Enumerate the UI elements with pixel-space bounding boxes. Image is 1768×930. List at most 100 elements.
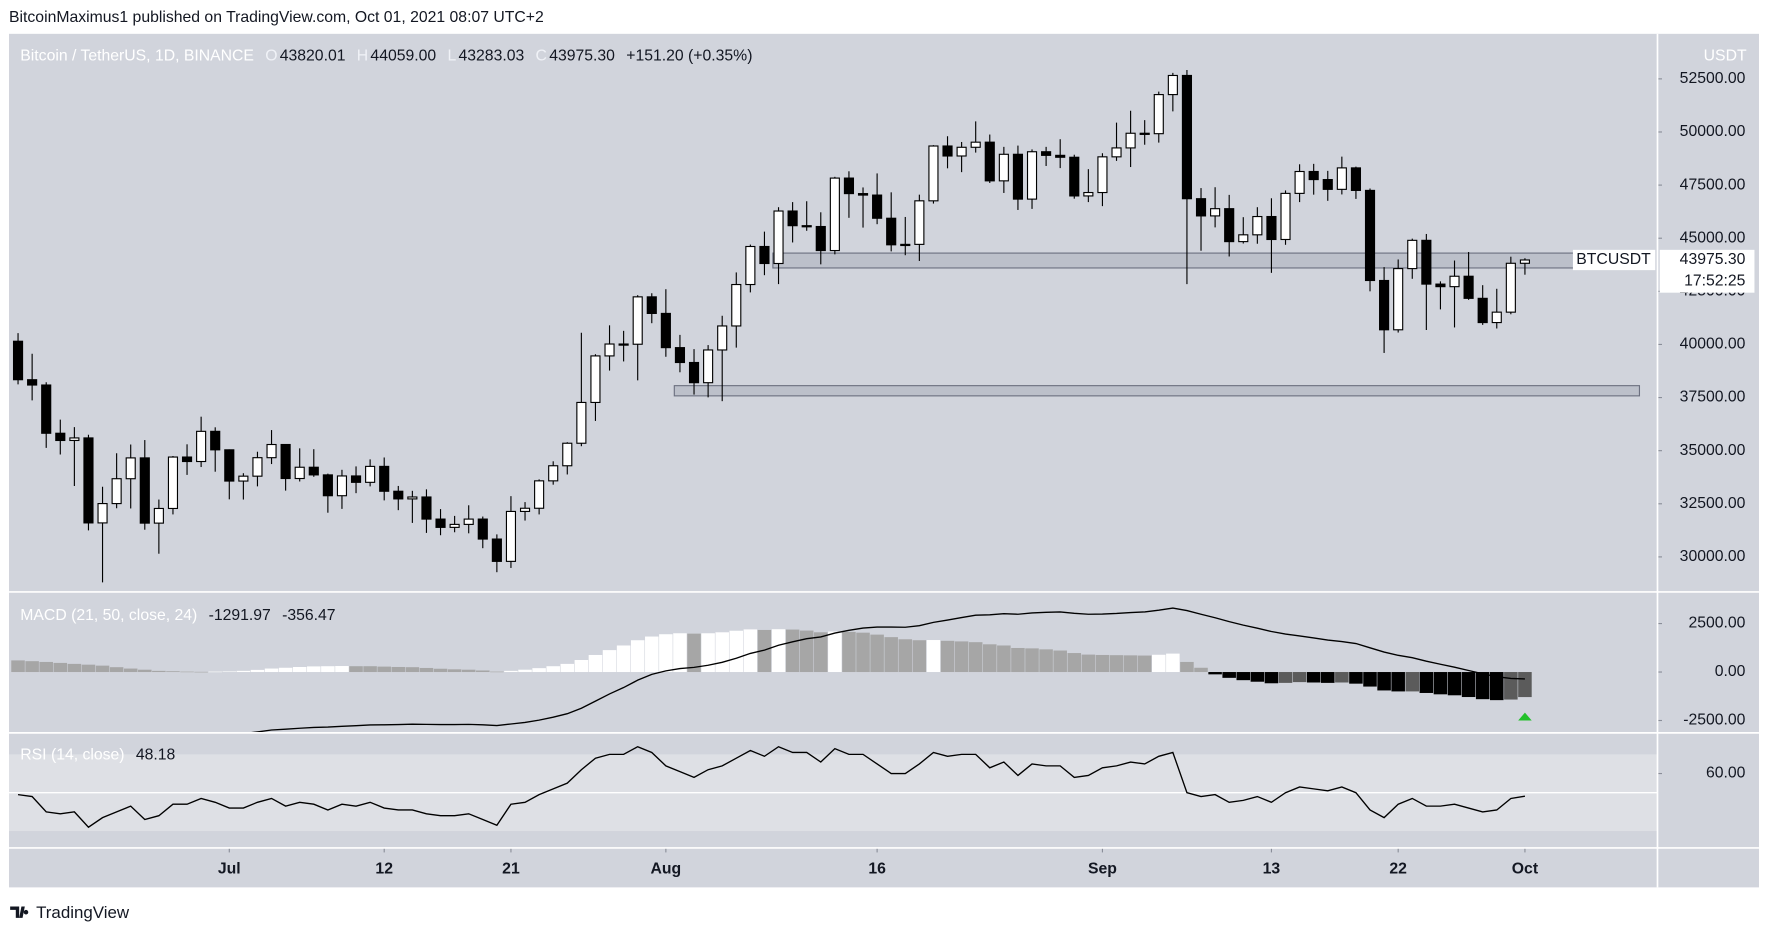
candle-body (210, 430, 221, 451)
candle-body (196, 430, 207, 463)
candle-body (787, 210, 798, 227)
candle-body (280, 443, 291, 480)
x-tick-label: Jul (218, 861, 241, 878)
candle-body (829, 177, 840, 252)
macd-histogram-bar (954, 641, 969, 673)
macd-histogram-bar (1419, 672, 1434, 693)
macd-histogram-bar (828, 631, 842, 673)
candle-body (41, 384, 52, 434)
candle-body (322, 474, 333, 497)
macd-histogram-bar (884, 637, 898, 673)
macd-histogram-bar (1264, 672, 1279, 684)
candle-body (801, 225, 812, 228)
candle-body (998, 153, 1009, 182)
candle-body (167, 456, 179, 510)
macd-histogram-bar (701, 633, 715, 673)
macd-histogram-bar (95, 665, 110, 673)
candle-body (1336, 167, 1347, 190)
candle-body (618, 343, 629, 346)
candle-body (942, 145, 953, 157)
macd-histogram-bar (983, 644, 997, 673)
y-tick-label: 37500.00 (1680, 389, 1746, 406)
candle-body (1238, 234, 1249, 243)
macd-histogram-bar (1081, 654, 1096, 673)
macd-histogram-bar (278, 667, 293, 673)
macd-histogram-bar (1504, 672, 1518, 700)
candle-body (83, 437, 94, 524)
candle-body (857, 193, 869, 196)
macd-histogram-bar (405, 667, 420, 673)
x-tick-label: 16 (868, 861, 886, 878)
chart-background (9, 33, 1759, 888)
candle-body (759, 245, 770, 265)
candle-body (914, 200, 925, 245)
candle-body (1195, 198, 1207, 217)
candle-body (1491, 311, 1502, 324)
candle-body (646, 296, 657, 314)
candle-body (97, 503, 108, 524)
macd-histogram-bar (292, 666, 307, 673)
candle-body (379, 465, 390, 492)
macd-histogram-bar (476, 670, 490, 673)
macd-histogram-bar (335, 666, 349, 673)
macd-histogram-bar (1335, 672, 1349, 683)
macd-histogram-bar (616, 645, 631, 673)
candle-body (688, 361, 700, 384)
macd-histogram-bar (560, 663, 575, 673)
x-tick-label: Aug (651, 861, 682, 878)
y-tick-label: 2500.00 (1688, 615, 1745, 632)
macd-histogram-bar (729, 630, 744, 673)
candle-body (1041, 151, 1052, 156)
macd-histogram-bar (743, 629, 758, 673)
macd-histogram-bar (349, 666, 363, 673)
candle-body (12, 340, 24, 381)
x-tick-label: 13 (1263, 861, 1281, 878)
candle-body (224, 449, 235, 482)
legend-value: 44059.00 (370, 48, 436, 65)
candle-body (1350, 167, 1362, 191)
macd-histogram-bar (898, 639, 913, 673)
candle-body (1153, 94, 1164, 135)
macd-histogram-bar (814, 632, 828, 673)
macd-histogram-bar (968, 642, 983, 673)
candle-body (843, 177, 855, 195)
legend-change: +151.20 (+0.35%) (626, 48, 752, 65)
candle-body (1322, 179, 1333, 190)
macd-histogram-bar (250, 669, 265, 673)
candle-body (1097, 156, 1108, 194)
candle-body (1463, 275, 1474, 299)
legend-value: 43975.30 (549, 48, 615, 65)
legend-label: L (447, 48, 456, 65)
macd-histogram-bar (1152, 654, 1166, 673)
macd-histogram-bar (1025, 648, 1039, 673)
macd-histogram-bar (236, 670, 251, 673)
y-tick-label: 60.00 (1706, 765, 1746, 782)
candle-body (576, 401, 587, 444)
candle-body (1266, 215, 1277, 241)
macd-histogram-bar (870, 634, 884, 673)
macd-histogram-bar (588, 654, 603, 673)
macd-histogram-bar (602, 650, 617, 673)
macd-histogram-bar (1475, 672, 1490, 700)
candle-body (632, 296, 643, 345)
x-tick-label: 21 (502, 861, 520, 878)
price-axis-value: 43975.30 (1680, 251, 1746, 268)
macd-histogram-bar (856, 632, 870, 673)
macd-histogram-bar (180, 671, 194, 673)
legend-title: Bitcoin / TetherUS, 1D, BINANCE (20, 48, 254, 65)
candle-body (956, 146, 967, 157)
macd-histogram-bar (1166, 653, 1180, 673)
candle-body (435, 518, 446, 528)
candle-body (477, 518, 488, 540)
candle-body (519, 507, 531, 513)
candle-body (407, 496, 418, 500)
macd-histogram-bar (1447, 672, 1462, 696)
candle-body (1026, 151, 1038, 200)
macd-histogram-bar (490, 671, 504, 673)
legend-label: H (357, 48, 368, 65)
macd-histogram-bar (673, 633, 687, 673)
candle-body (900, 243, 911, 247)
zone (673, 385, 1641, 397)
candle-body (1379, 279, 1390, 331)
